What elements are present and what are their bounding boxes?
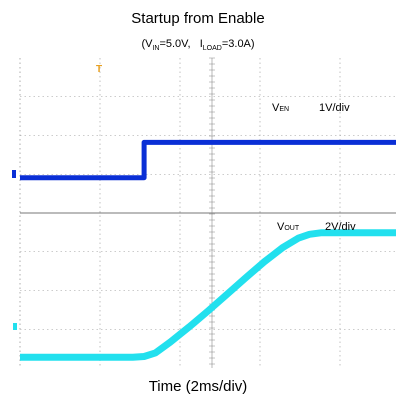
x-axis-label: Time (2ms/div): [148, 378, 248, 395]
vout-scale: 2V/div: [325, 221, 356, 233]
channel-labels: VEN 1V/div VOUT 2V/div: [272, 102, 356, 233]
vin-prefix: (V: [141, 38, 153, 50]
ven-trace: [20, 139, 396, 181]
ven-label: VEN: [272, 102, 289, 114]
iload-value: =3.0A): [221, 38, 255, 50]
trigger-marker-icon: T: [96, 64, 102, 75]
chart-subtitle: (VIN=5.0V, ILOAD=3.0A): [0, 38, 396, 52]
iload-prefix: I: [199, 38, 203, 50]
ch2-ground-marker-icon: [13, 323, 17, 330]
markers: T: [12, 64, 102, 330]
iload-sub: LOAD: [202, 45, 222, 53]
ch1-ground-marker-icon: [12, 170, 16, 178]
traces: [20, 139, 396, 361]
ven-scale: 1V/div: [319, 102, 350, 114]
vin-sub: IN: [152, 45, 160, 53]
vin-value: =5.0V,: [159, 38, 191, 50]
vout-label: VOUT: [277, 221, 300, 233]
chart-title: Startup from Enable: [131, 10, 265, 27]
vout-trace: [20, 229, 396, 361]
